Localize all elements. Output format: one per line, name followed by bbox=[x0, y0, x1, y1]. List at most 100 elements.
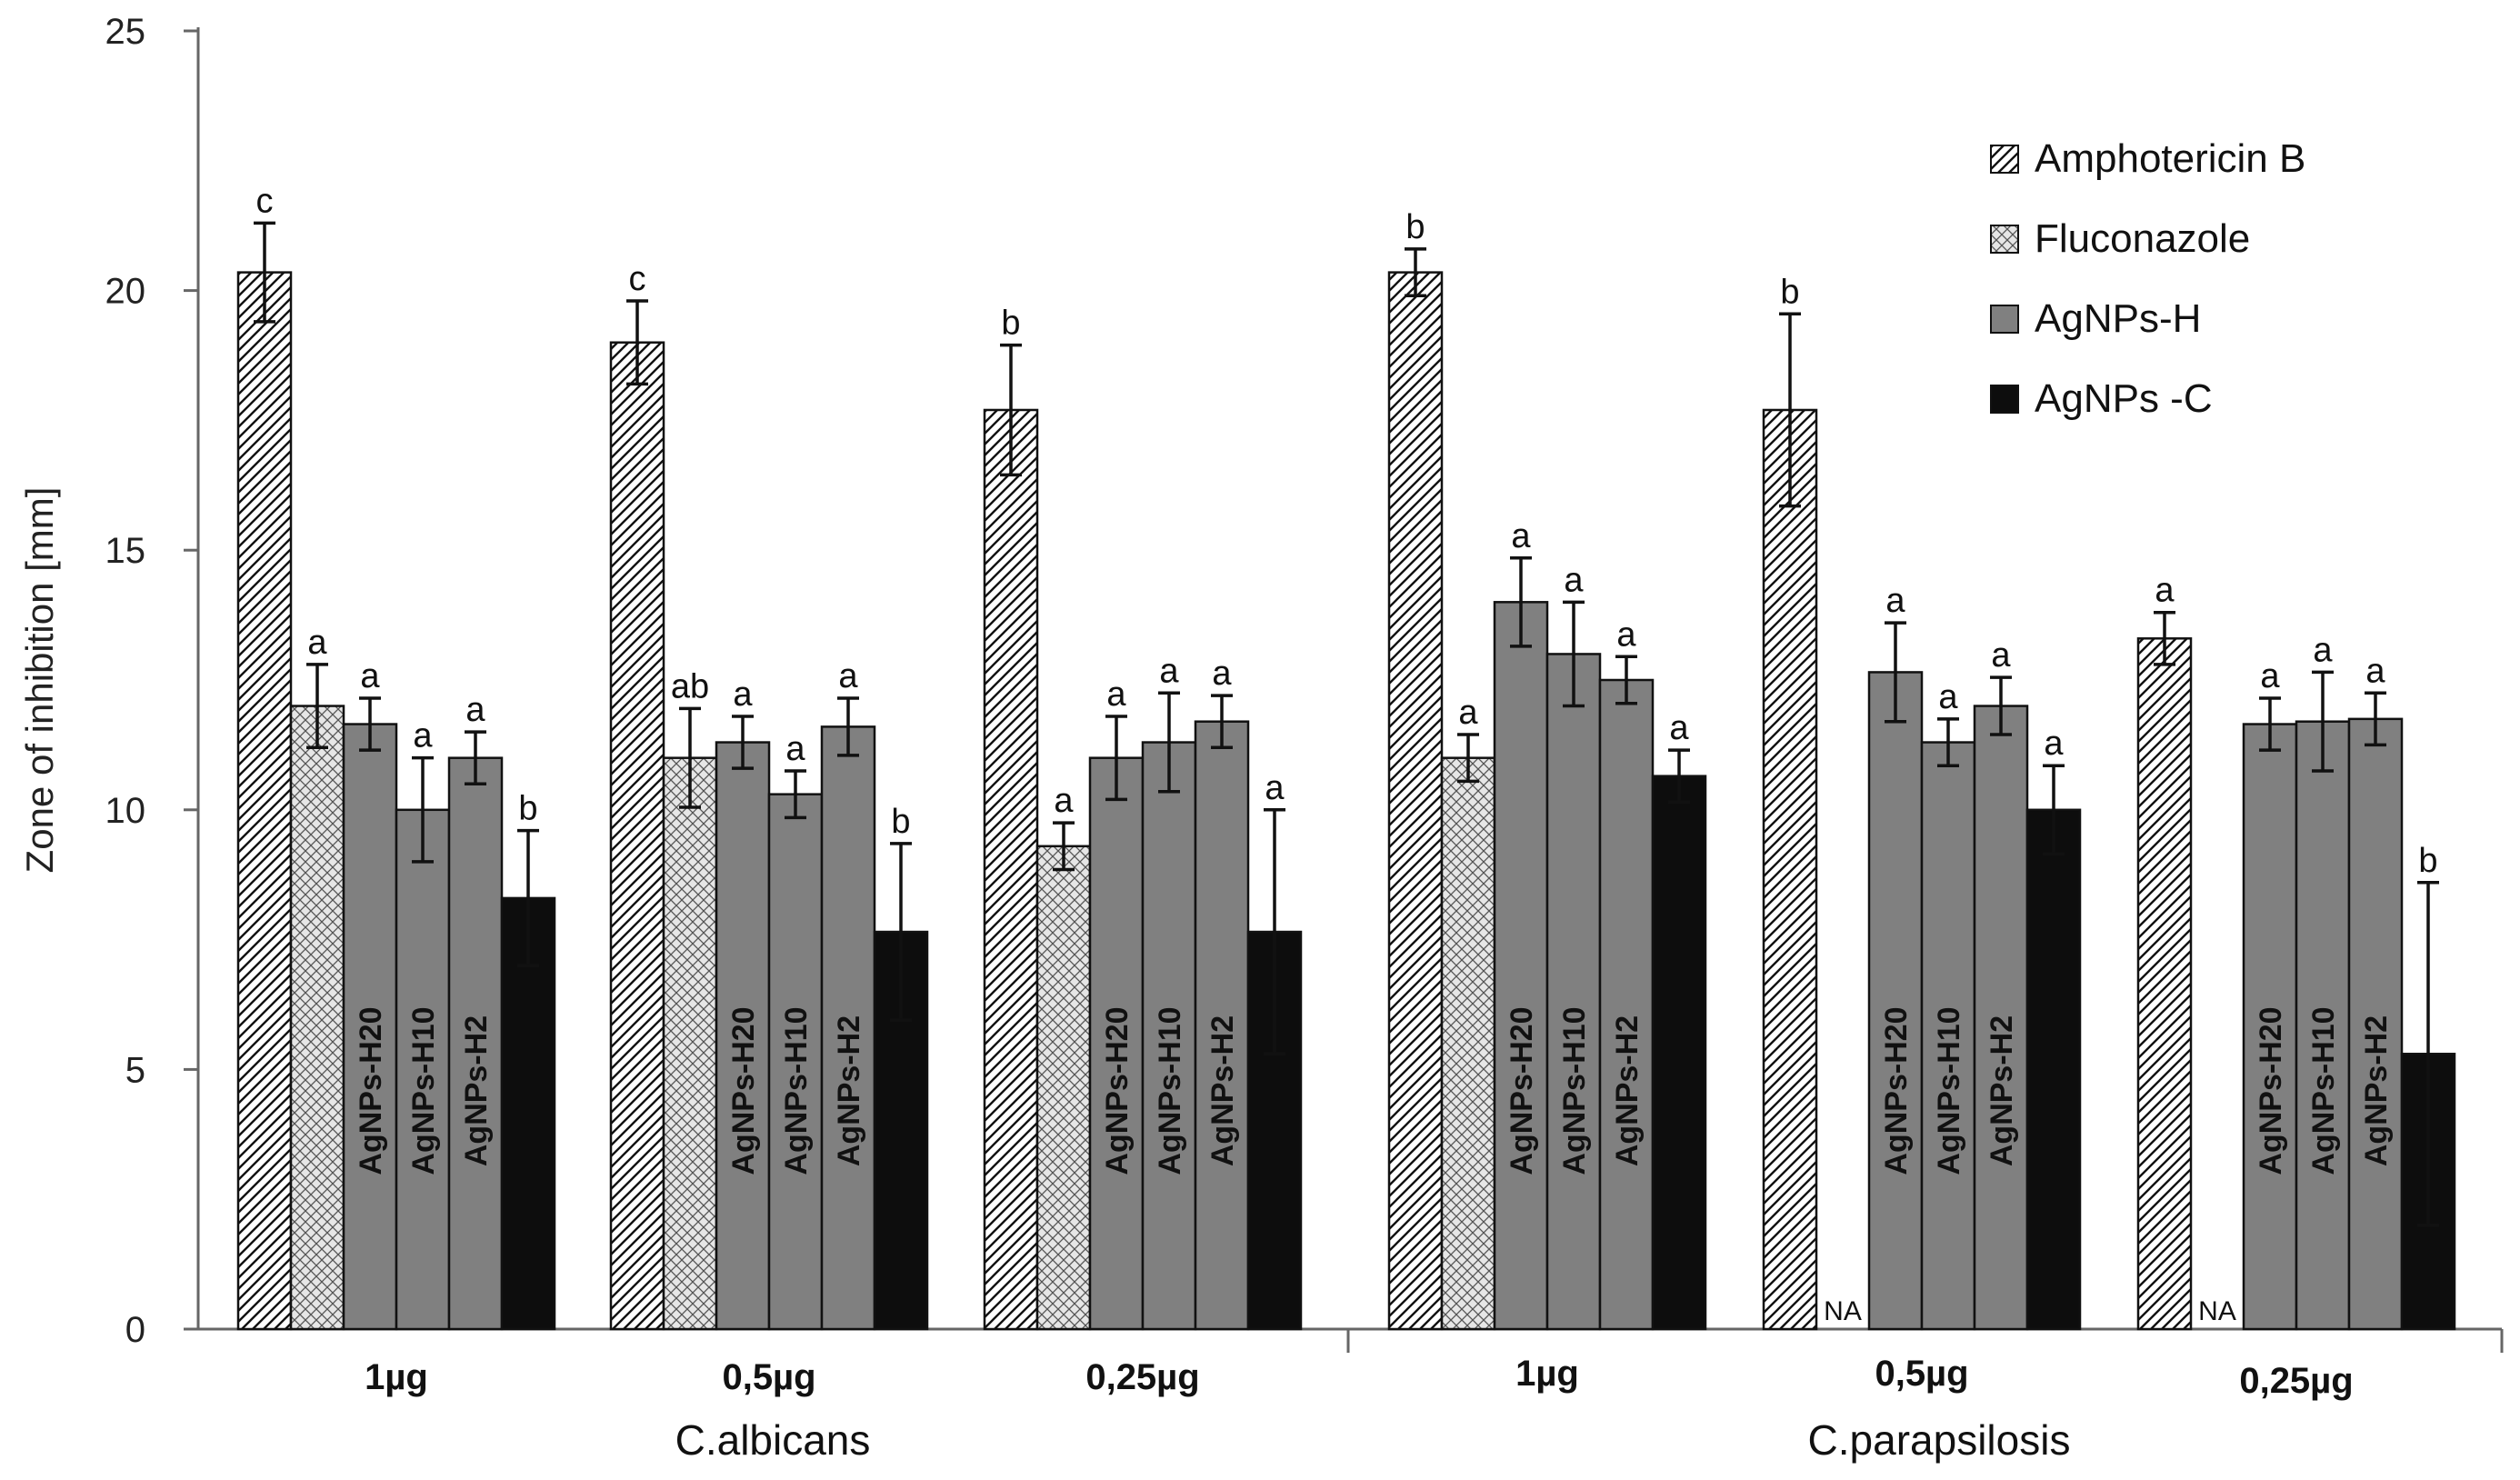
significance-letter: a bbox=[1054, 782, 1074, 820]
significance-letter: a bbox=[1212, 655, 1232, 693]
significance-letter: c bbox=[256, 182, 274, 220]
significance-letter: a bbox=[1159, 652, 1179, 690]
bar bbox=[289, 705, 345, 1331]
na-label: NA bbox=[2198, 1296, 2236, 1326]
significance-letter: a bbox=[838, 657, 858, 695]
category-label: 0,25µg bbox=[1085, 1357, 1199, 1397]
significance-letter: a bbox=[2365, 652, 2385, 690]
legend: Amphotericin B Fluconazole AgNPs-H AgNPs -C bbox=[1990, 136, 2305, 421]
bar-inner-label: AgNPs-H20 bbox=[1505, 1006, 1539, 1175]
bar bbox=[1598, 678, 1655, 1331]
legend-swatch bbox=[1990, 305, 2019, 334]
legend-swatch bbox=[1990, 145, 2019, 174]
bar-inner-label: AgNPs-H20 bbox=[1100, 1006, 1135, 1175]
bar-inner-label: AgNPs-H10 bbox=[779, 1006, 814, 1175]
significance-letter: ab bbox=[671, 667, 709, 705]
significance-letter: a bbox=[413, 717, 433, 755]
bar bbox=[1440, 756, 1496, 1331]
bar-inner-label: AgNPs-H20 bbox=[726, 1006, 761, 1175]
bar-inner-label: AgNPs-H10 bbox=[406, 1006, 441, 1175]
bar bbox=[2347, 717, 2404, 1331]
y-tick-label: 0 bbox=[125, 1310, 145, 1350]
axes: 0 5 10 15 20 25 Zone of inhibition [mm] bbox=[18, 12, 2504, 1353]
significance-letter: b bbox=[1780, 273, 1799, 311]
category-label: 1µg bbox=[1515, 1354, 1579, 1394]
bar bbox=[1651, 775, 1707, 1331]
bar bbox=[1387, 271, 1444, 1331]
bar bbox=[609, 341, 665, 1331]
category-label: 0,5µg bbox=[1875, 1354, 1968, 1394]
significance-letter: a bbox=[785, 730, 805, 768]
significance-letter: a bbox=[1265, 769, 1285, 807]
bar bbox=[1867, 671, 1924, 1331]
bar-inner-label: AgNPs-H10 bbox=[2306, 1006, 2341, 1175]
bar-inner-label: AgNPs-H2 bbox=[1985, 1015, 2019, 1166]
significance-letter: c bbox=[629, 260, 646, 298]
bar-inner-label: AgNPs-H10 bbox=[1153, 1006, 1187, 1175]
bar-inner-label: AgNPs-H2 bbox=[2359, 1015, 2394, 1166]
bar bbox=[1545, 653, 1602, 1331]
legend-swatch bbox=[1990, 225, 2019, 254]
significance-letter: a bbox=[1616, 615, 1636, 654]
group-label: C.albicans bbox=[675, 1416, 871, 1464]
significance-letter: b bbox=[2418, 842, 2437, 880]
bar-inner-label: AgNPs-H20 bbox=[2254, 1006, 2288, 1175]
bar bbox=[1920, 741, 1976, 1331]
bar-inner-label: AgNPs-H10 bbox=[1932, 1006, 1966, 1175]
y-tick-label: 25 bbox=[105, 12, 146, 52]
significance-letter: a bbox=[1511, 517, 1531, 555]
bars-layer bbox=[236, 221, 2456, 1331]
bar bbox=[447, 756, 504, 1331]
bar-inner-label: AgNPs-H2 bbox=[1205, 1015, 1240, 1166]
legend-label: AgNPs -C bbox=[2035, 376, 2213, 421]
bar bbox=[1973, 705, 2029, 1331]
category-label: 0,25µg bbox=[2239, 1361, 2353, 1401]
bar bbox=[236, 271, 293, 1331]
bar bbox=[1035, 845, 1092, 1331]
bar-inner-label: AgNPs-H10 bbox=[1557, 1006, 1592, 1175]
bar-inner-label: AgNPs-H2 bbox=[459, 1015, 494, 1166]
na-label: NA bbox=[1824, 1296, 1862, 1326]
bar-inner-label: AgNPs-H20 bbox=[1879, 1006, 1914, 1175]
significance-letter: b bbox=[518, 790, 537, 828]
bar bbox=[395, 808, 451, 1331]
significance-letter: a bbox=[2313, 631, 2333, 669]
y-tick-label: 5 bbox=[125, 1050, 145, 1090]
bar bbox=[1088, 756, 1145, 1331]
bar-inner-label: AgNPs-H20 bbox=[354, 1006, 388, 1175]
significance-letter: a bbox=[360, 657, 380, 695]
bar bbox=[2025, 808, 2082, 1331]
legend-label: AgNPs-H bbox=[2035, 296, 2201, 341]
bar bbox=[2295, 720, 2351, 1331]
bar bbox=[820, 725, 876, 1331]
bar bbox=[983, 408, 1039, 1331]
significance-letter: b bbox=[1001, 305, 1020, 343]
bar-inner-label: AgNPs-H2 bbox=[1610, 1015, 1645, 1166]
significance-letter: a bbox=[1885, 582, 1905, 620]
category-label: 1µg bbox=[365, 1357, 428, 1397]
significance-letter: a bbox=[1669, 709, 1689, 747]
significance-letter: a bbox=[307, 624, 327, 662]
legend-label: Amphotericin B bbox=[2035, 136, 2305, 181]
significance-letter: a bbox=[733, 675, 753, 714]
significance-letter: a bbox=[465, 691, 485, 729]
significance-letter: a bbox=[1106, 675, 1126, 714]
y-tick-label: 20 bbox=[105, 272, 146, 312]
y-tick-label: 10 bbox=[105, 791, 146, 831]
bar-inner-label: AgNPs-H2 bbox=[832, 1015, 866, 1166]
bar bbox=[1762, 408, 1818, 1331]
significance-letter: a bbox=[1564, 561, 1584, 599]
y-tick-label: 15 bbox=[105, 531, 146, 571]
significance-letter: a bbox=[1938, 678, 1958, 716]
significance-letter: b bbox=[891, 803, 910, 841]
significance-letter: a bbox=[1458, 694, 1478, 732]
significance-letter: a bbox=[2260, 657, 2280, 695]
y-axis-title: Zone of inhibition [mm] bbox=[18, 487, 61, 874]
significance-letter: a bbox=[2155, 572, 2175, 610]
legend-label: Fluconazole bbox=[2035, 216, 2250, 261]
legend-swatch bbox=[1990, 385, 2019, 414]
bar bbox=[2242, 723, 2298, 1331]
